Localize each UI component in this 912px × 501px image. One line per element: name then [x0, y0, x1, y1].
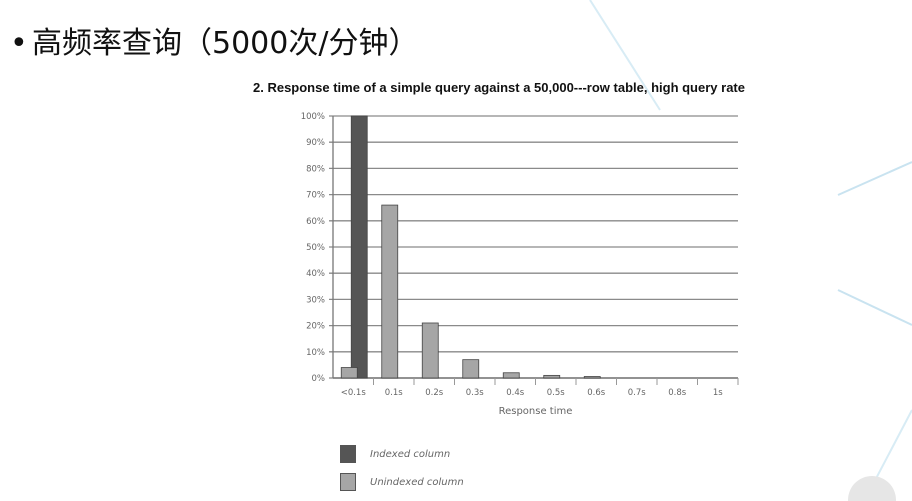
bar-unindexed — [340, 367, 358, 379]
x-tick-label: <0.1s — [341, 388, 367, 398]
y-tick-label: 20% — [306, 322, 325, 332]
legend-item-unindexed: Unindexed column — [340, 468, 464, 496]
y-tick-label: 90% — [306, 138, 325, 148]
x-tick-label: 0.7s — [628, 388, 647, 398]
bullet: • — [10, 26, 28, 61]
x-tick-label: 0.5s — [547, 388, 566, 398]
y-tick-label: 70% — [306, 191, 325, 201]
chart-title: 2. Response time of a simple query again… — [253, 80, 745, 95]
legend-item-indexed: Indexed column — [340, 440, 464, 468]
x-axis-label: Response time — [499, 406, 573, 417]
y-tick-label: 10% — [306, 348, 325, 358]
slide-heading-text: 高频率查询（5000次/分钟） — [32, 26, 419, 61]
x-tick-label: 1s — [713, 388, 723, 398]
legend-label-indexed: Indexed column — [370, 448, 451, 460]
y-tick-label: 30% — [306, 295, 325, 305]
y-tick-label: 50% — [306, 243, 325, 253]
bar-unindexed — [543, 374, 561, 379]
bar-indexed — [350, 115, 368, 379]
legend-swatch-unindexed — [340, 473, 356, 491]
chart-legend: Indexed column Unindexed column — [340, 440, 464, 496]
bar-unindexed — [462, 359, 480, 379]
legend-swatch-indexed — [340, 445, 356, 463]
y-tick-label: 0% — [312, 374, 326, 384]
y-tick-label: 80% — [306, 164, 325, 174]
y-tick-label: 40% — [306, 269, 325, 279]
bar-unindexed — [381, 204, 399, 379]
x-tick-label: 0.1s — [385, 388, 404, 398]
bar-unindexed — [583, 376, 601, 379]
slide-heading: • 高频率查询（5000次/分钟） — [10, 18, 418, 62]
bar-unindexed — [502, 372, 520, 379]
x-tick-label: 0.4s — [506, 388, 525, 398]
x-tick-label: 0.8s — [668, 388, 687, 398]
y-tick-label: 60% — [306, 217, 325, 227]
legend-label-unindexed: Unindexed column — [370, 476, 464, 488]
x-tick-label: 0.3s — [466, 388, 485, 398]
bar-unindexed — [421, 322, 439, 379]
x-tick-label: 0.2s — [425, 388, 444, 398]
x-tick-label: 0.6s — [587, 388, 606, 398]
y-tick-label: 100% — [301, 112, 325, 122]
